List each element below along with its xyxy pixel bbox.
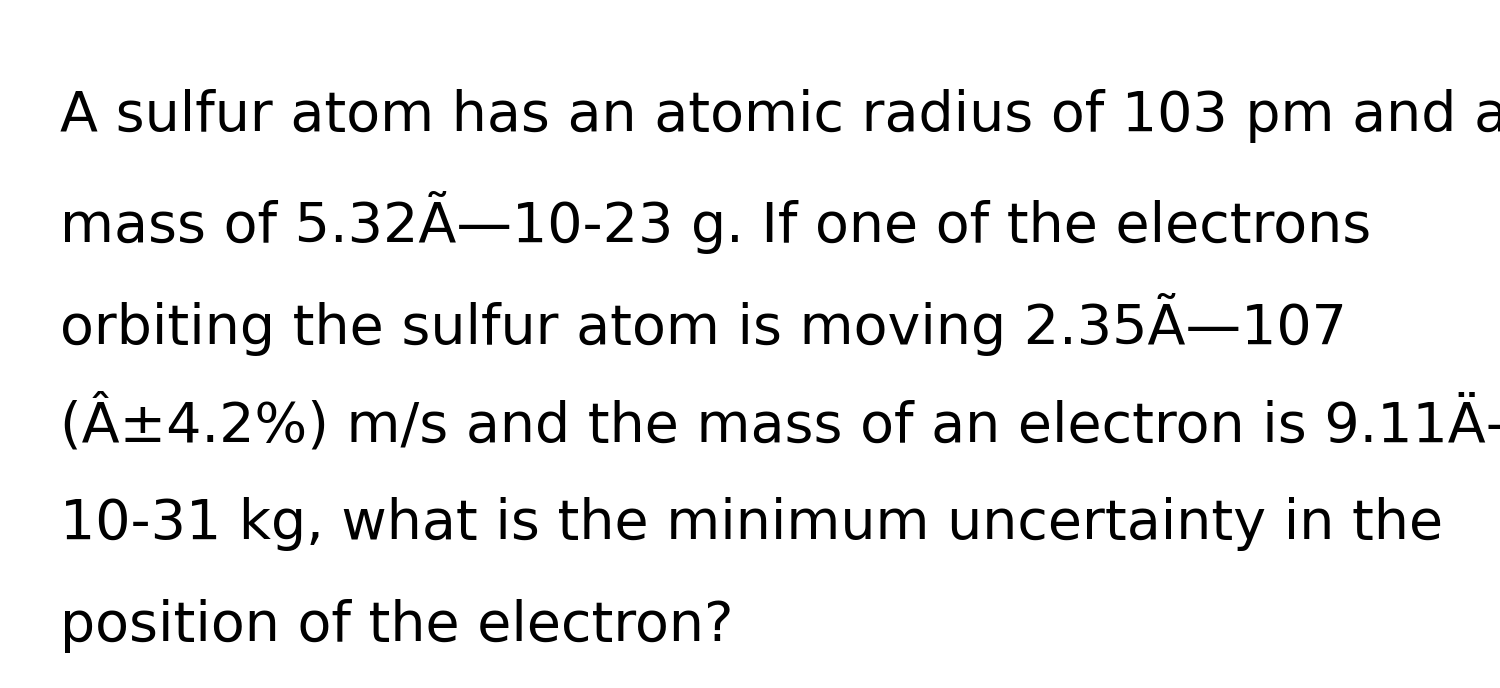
Text: (Â±4.2%) m/s and the mass of an electron is 9.11Ä—: (Â±4.2%) m/s and the mass of an electron… (60, 395, 1500, 453)
Text: position of the electron?: position of the electron? (60, 599, 734, 652)
Text: mass of 5.32Ã—10-23 g. If one of the electrons: mass of 5.32Ã—10-23 g. If one of the ele… (60, 191, 1371, 255)
Text: 10-31 kg, what is the minimum uncertainty in the: 10-31 kg, what is the minimum uncertaint… (60, 497, 1443, 550)
Text: orbiting the sulfur atom is moving 2.35Ã—10​7: orbiting the sulfur atom is moving 2.35Ã… (60, 293, 1347, 356)
Text: A sulfur atom has an atomic radius of 103 pm and a: A sulfur atom has an atomic radius of 10… (60, 89, 1500, 143)
